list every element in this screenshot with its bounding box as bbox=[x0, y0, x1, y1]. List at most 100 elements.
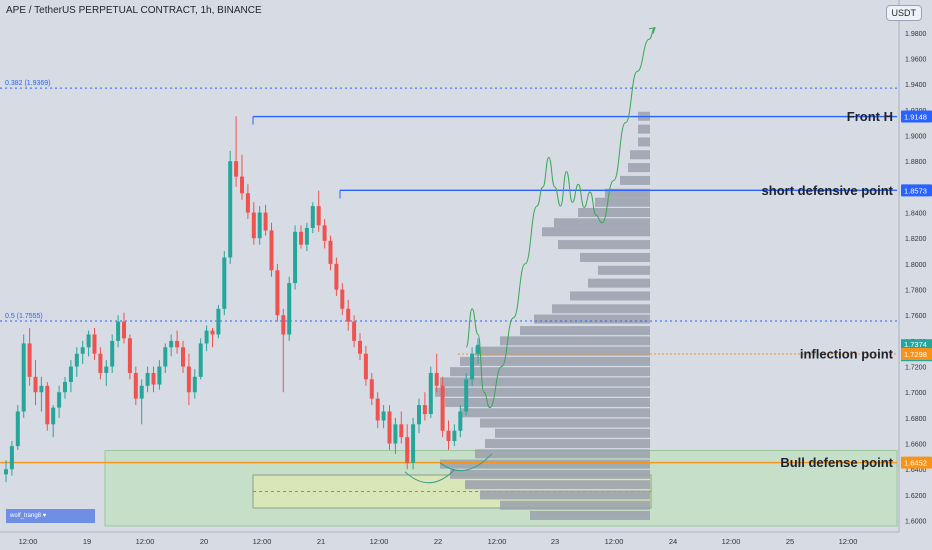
x-tick-label: 25 bbox=[786, 537, 794, 546]
currency-button[interactable]: USDT bbox=[885, 5, 922, 21]
profile-bar bbox=[445, 397, 650, 407]
candle-body bbox=[316, 206, 321, 226]
y-tick-label: 1.9800 bbox=[905, 31, 927, 38]
level-label: short defensive point bbox=[762, 183, 894, 198]
projection-line bbox=[465, 27, 656, 409]
candle-body bbox=[440, 385, 445, 431]
candle-body bbox=[169, 340, 174, 348]
candle-body bbox=[411, 424, 416, 463]
author-badge: wolf_trang8 ♥ bbox=[6, 509, 95, 523]
candle-body bbox=[198, 343, 203, 377]
profile-bar bbox=[620, 175, 650, 185]
candle-body bbox=[358, 340, 362, 354]
y-tick-label: 1.7200 bbox=[905, 365, 927, 372]
candle-body bbox=[263, 212, 268, 231]
candle-body bbox=[74, 353, 79, 367]
candle-body bbox=[86, 334, 91, 348]
candle-body bbox=[393, 424, 398, 444]
volume-profile bbox=[435, 111, 650, 520]
profile-bar bbox=[578, 208, 650, 218]
time-axis-background bbox=[0, 532, 932, 550]
candle-body bbox=[422, 405, 427, 415]
candle-body bbox=[122, 321, 126, 339]
inflection-price-tag: 1.7298 bbox=[904, 350, 927, 359]
profile-bar bbox=[465, 480, 650, 490]
y-tick-label: 1.9600 bbox=[905, 57, 927, 64]
profile-bar bbox=[500, 336, 650, 346]
candle-body bbox=[269, 230, 274, 271]
candle-body bbox=[175, 340, 180, 348]
profile-bar bbox=[530, 510, 650, 520]
candles-layer bbox=[4, 116, 480, 483]
bull-defense-price-tag: 1.6452 bbox=[904, 459, 927, 468]
profile-bar bbox=[580, 252, 650, 262]
candle-body bbox=[68, 366, 73, 382]
candle-body bbox=[464, 379, 469, 412]
y-tick-label: 1.9400 bbox=[905, 82, 927, 89]
candle-body bbox=[51, 407, 56, 425]
time-axis: 12:00 19 12:00 20 12:00 21 12:00 22 12:00 23 12:00… bbox=[0, 531, 932, 550]
x-tick-label: 21 bbox=[317, 537, 325, 546]
fib-label: 0.5 (1.7555) bbox=[5, 313, 43, 320]
y-tick-label: 1.8400 bbox=[905, 211, 927, 218]
candle-body bbox=[4, 469, 8, 475]
y-tick-label: 1.6800 bbox=[905, 416, 927, 423]
candle-body bbox=[33, 376, 38, 393]
profile-bar bbox=[630, 150, 650, 160]
candle-body bbox=[116, 321, 121, 341]
candle-body bbox=[352, 321, 357, 341]
candle-body bbox=[257, 212, 262, 239]
profile-bar bbox=[460, 408, 650, 418]
candle-body bbox=[240, 176, 244, 194]
profile-bar bbox=[534, 314, 650, 324]
y-tick-label: 1.6000 bbox=[905, 519, 927, 526]
profile-bar bbox=[542, 227, 650, 237]
y-tick-label: 1.6400 bbox=[905, 467, 927, 474]
profile-bar bbox=[495, 428, 650, 438]
fib-levels: 0.382 (1.9369) 0.5 (1.7555) bbox=[0, 80, 897, 322]
profile-bar bbox=[480, 418, 650, 428]
x-tick-label: 12:00 bbox=[136, 537, 155, 546]
candle-body bbox=[210, 330, 215, 335]
candle-body bbox=[251, 212, 256, 239]
candle-body bbox=[446, 430, 451, 442]
chart-title: APE / TetherUS PERPETUAL CONTRACT, 1h, B… bbox=[6, 5, 262, 16]
profile-bar bbox=[598, 265, 650, 275]
y-tick-label: 1.9000 bbox=[905, 134, 927, 141]
candle-body bbox=[452, 430, 457, 442]
y-tick-label: 1.6600 bbox=[905, 442, 927, 449]
inflection-price-tag-bg bbox=[901, 347, 932, 360]
last-price-label: 1.7374 bbox=[904, 340, 927, 349]
x-tick-label: 12:00 bbox=[488, 537, 507, 546]
y-tick-label: 1.7600 bbox=[905, 313, 927, 320]
support-arc bbox=[439, 453, 493, 472]
price-axis: 1.98001.96001.94001.92001.90001.88001.86… bbox=[898, 0, 932, 550]
candle-body bbox=[340, 289, 345, 309]
candle-body bbox=[57, 392, 62, 408]
profile-bar bbox=[485, 439, 650, 449]
level-label: Front H bbox=[847, 109, 893, 124]
candle-body bbox=[204, 330, 209, 344]
candle-body bbox=[369, 379, 374, 399]
projection-arrow bbox=[648, 27, 656, 34]
candle-body bbox=[363, 353, 368, 380]
x-tick-label: 22 bbox=[434, 537, 442, 546]
candle-body bbox=[245, 193, 250, 213]
level-label: inflection point bbox=[800, 346, 894, 361]
candle-body bbox=[293, 231, 298, 284]
candle-body bbox=[216, 308, 221, 335]
x-tick-label: 20 bbox=[200, 537, 208, 546]
candle-body bbox=[157, 366, 162, 385]
candle-body bbox=[304, 227, 309, 245]
candle-body bbox=[92, 334, 97, 354]
candle-body bbox=[299, 231, 303, 245]
candle-body bbox=[139, 385, 144, 399]
candle-body bbox=[346, 308, 351, 322]
short-defensive-price-tag: 1.8573 bbox=[904, 186, 927, 195]
candle-body bbox=[310, 206, 315, 228]
candle-body bbox=[163, 347, 168, 367]
x-tick-label: 12:00 bbox=[839, 537, 858, 546]
profile-bar bbox=[475, 346, 650, 356]
x-tick-label: 12:00 bbox=[253, 537, 272, 546]
